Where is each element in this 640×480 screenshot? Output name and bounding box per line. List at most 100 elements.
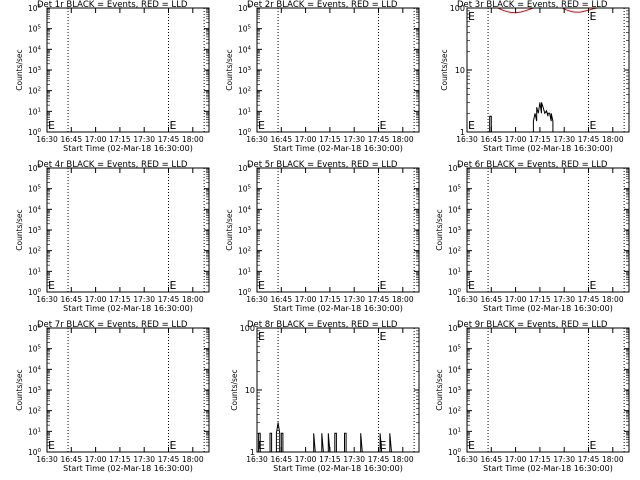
- x-tick-label: 17:30: [343, 295, 365, 304]
- y-tick-exponent: 4: [458, 205, 462, 211]
- y-tick-exponent: 5: [38, 345, 42, 351]
- e-marker: E: [258, 279, 265, 292]
- y-tick-label: 105: [28, 185, 42, 194]
- plot-frame: [46, 7, 210, 133]
- y-tick-exponent: 4: [248, 205, 252, 211]
- panel-title: Det 9r BLACK = Events, RED = LLD: [457, 320, 608, 330]
- y-tick-exponent: 0: [38, 128, 42, 134]
- y-tick-label: 101: [448, 427, 461, 436]
- y-tick-exponent: 0: [458, 288, 462, 294]
- y-tick-exponent: 5: [458, 185, 462, 191]
- y-tick-label: 101: [28, 267, 41, 276]
- y-tick-label: 103: [28, 226, 42, 235]
- y-tick-label: 102: [238, 247, 251, 256]
- y-tick-base: 10: [238, 247, 248, 256]
- events-series-line: [257, 422, 419, 452]
- x-axis-label: Start Time (02-Mar-18 16:30:00): [483, 144, 613, 153]
- y-tick-base: 10: [28, 345, 38, 354]
- y-tick-base: 10: [28, 66, 38, 75]
- y-tick-exponent: 3: [248, 66, 252, 72]
- x-tick-label: 16:45: [60, 295, 82, 304]
- e-marker: E: [590, 279, 597, 292]
- x-tick-label: 17:30: [133, 135, 155, 144]
- y-tick-exponent: 6: [458, 324, 462, 330]
- y-tick-label: 1: [250, 448, 255, 457]
- y-tick-base: 10: [28, 324, 38, 333]
- y-tick-label: 101: [28, 107, 41, 116]
- x-tick-label: 16:30: [36, 455, 58, 464]
- y-tick-base: 10: [28, 164, 38, 173]
- y-tick-base: 10: [238, 107, 248, 116]
- x-tick-label: 17:00: [295, 455, 317, 464]
- y-tick-label: 104: [238, 205, 252, 214]
- x-tick-label: 18:00: [182, 135, 204, 144]
- y-tick-base: 10: [238, 226, 248, 235]
- x-tick-label: 18:00: [182, 455, 204, 464]
- x-tick-label: 17:30: [553, 455, 575, 464]
- y-tick-base: 10: [448, 427, 458, 436]
- y-tick-label: 102: [28, 407, 41, 416]
- e-marker-top: E: [468, 10, 475, 23]
- e-marker-top: E: [380, 330, 387, 343]
- y-tick-base: 10: [238, 45, 248, 54]
- y-tick-exponent: 1: [38, 427, 42, 433]
- y-tick-exponent: 6: [38, 164, 42, 170]
- y-tick-base: 10: [28, 267, 38, 276]
- y-tick-base: 10: [28, 226, 38, 235]
- y-tick-base: 10: [238, 4, 248, 13]
- y-tick-base: 10: [238, 185, 248, 194]
- y-tick-base: 10: [28, 205, 38, 214]
- y-tick-exponent: 1: [38, 107, 42, 113]
- e-marker: E: [468, 279, 475, 292]
- y-tick-label: 100: [240, 324, 255, 333]
- x-tick-label: 17:45: [158, 455, 180, 464]
- x-tick-label: 16:45: [60, 135, 82, 144]
- y-tick-exponent: 3: [248, 226, 252, 232]
- x-axis-label: Start Time (02-Mar-18 16:30:00): [483, 304, 613, 313]
- y-tick-base: 10: [28, 45, 38, 54]
- y-axis-label: Counts/sec: [15, 49, 24, 90]
- e-marker-top: E: [590, 10, 597, 23]
- panel-det8: Det 8r BLACK = Events, RED = LLDEEEE16:3…: [230, 320, 420, 473]
- e-marker: E: [170, 439, 177, 452]
- x-axis-label: Start Time (02-Mar-18 16:30:00): [63, 464, 193, 473]
- y-tick-exponent: 3: [458, 226, 462, 232]
- y-tick-exponent: 3: [38, 226, 42, 232]
- e-marker: E: [170, 119, 177, 132]
- x-tick-label: 18:00: [392, 455, 414, 464]
- x-tick-label: 17:00: [505, 135, 527, 144]
- panel-title: Det 3r BLACK = Events, RED = LLD: [457, 0, 608, 10]
- y-axis-label: Counts/sec: [435, 209, 444, 250]
- y-tick-base: 10: [448, 205, 458, 214]
- x-tick-label: 17:45: [578, 295, 600, 304]
- y-axis-label: Counts/sec: [15, 209, 24, 250]
- y-tick-exponent: 1: [248, 107, 252, 113]
- x-tick-label: 18:00: [392, 295, 414, 304]
- y-tick-label: 100: [28, 128, 42, 137]
- y-axis-label: Counts/sec: [15, 369, 24, 410]
- y-tick-label: 100: [448, 288, 462, 297]
- x-tick-label: 17:00: [85, 135, 107, 144]
- y-tick-label: 105: [28, 25, 42, 34]
- y-tick-label: 101: [448, 267, 461, 276]
- x-tick-label: 17:15: [319, 455, 341, 464]
- x-tick-label: 17:30: [553, 135, 575, 144]
- y-tick-label: 103: [238, 66, 252, 75]
- y-tick-label: 1: [460, 128, 465, 137]
- x-axis-label: Start Time (02-Mar-18 16:30:00): [273, 144, 403, 153]
- y-tick-exponent: 5: [248, 25, 252, 31]
- y-tick-exponent: 1: [458, 427, 462, 433]
- x-tick-label: 17:30: [343, 455, 365, 464]
- y-tick-base: 10: [28, 25, 38, 34]
- y-tick-base: 10: [28, 87, 38, 96]
- e-marker-top: E: [258, 330, 265, 343]
- y-tick-label: 101: [238, 267, 251, 276]
- y-tick-exponent: 4: [38, 365, 42, 371]
- y-tick-base: 10: [28, 288, 38, 297]
- e-marker: E: [48, 119, 55, 132]
- y-axis-label: Counts/sec: [230, 369, 239, 410]
- y-tick-base: 10: [238, 87, 248, 96]
- y-tick-label: 106: [448, 324, 462, 333]
- y-tick-label: 100: [238, 288, 252, 297]
